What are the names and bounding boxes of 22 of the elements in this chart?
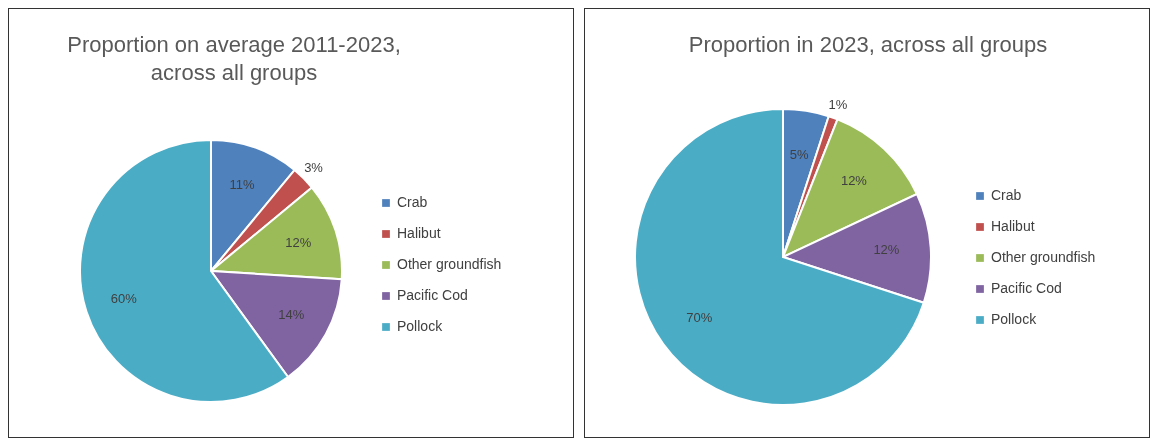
legend-label: Halibut bbox=[397, 225, 441, 241]
legend-label: Pollock bbox=[991, 311, 1038, 327]
legend-label: Pacific Cod bbox=[397, 287, 468, 303]
data-label: 3% bbox=[304, 160, 324, 176]
data-label: 1% bbox=[828, 96, 848, 112]
legend-label: Crab bbox=[397, 194, 428, 210]
chart-title: Proportion on average 2011-2023, across all groups bbox=[67, 32, 401, 85]
data-label: 12% bbox=[840, 173, 868, 189]
legend-label: Halibut bbox=[991, 218, 1035, 234]
chart-title: Proportion in 2023, across all groups bbox=[688, 32, 1048, 57]
legend-label: Pacific Cod bbox=[991, 280, 1062, 296]
legend-label: Other groundfish bbox=[397, 256, 502, 272]
data-label: 14% bbox=[278, 307, 305, 323]
data-label: 5% bbox=[789, 146, 810, 162]
legend-label: Crab bbox=[991, 187, 1022, 203]
data-label: 70% bbox=[686, 309, 713, 325]
data-label: 11% bbox=[229, 176, 256, 192]
data-label: 12% bbox=[285, 234, 312, 250]
data-label: 60% bbox=[110, 291, 138, 307]
legend-label: Pollock bbox=[397, 318, 444, 334]
legend-label: Other groundfish bbox=[991, 249, 1096, 265]
data-label: 12% bbox=[873, 242, 900, 258]
